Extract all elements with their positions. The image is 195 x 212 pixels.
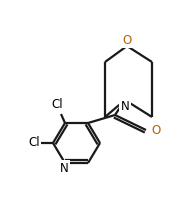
Text: O: O — [122, 33, 132, 46]
Text: N: N — [60, 162, 68, 174]
Text: Cl: Cl — [28, 137, 40, 149]
Text: O: O — [151, 124, 161, 137]
Text: N: N — [121, 100, 129, 113]
Text: Cl: Cl — [51, 98, 63, 110]
